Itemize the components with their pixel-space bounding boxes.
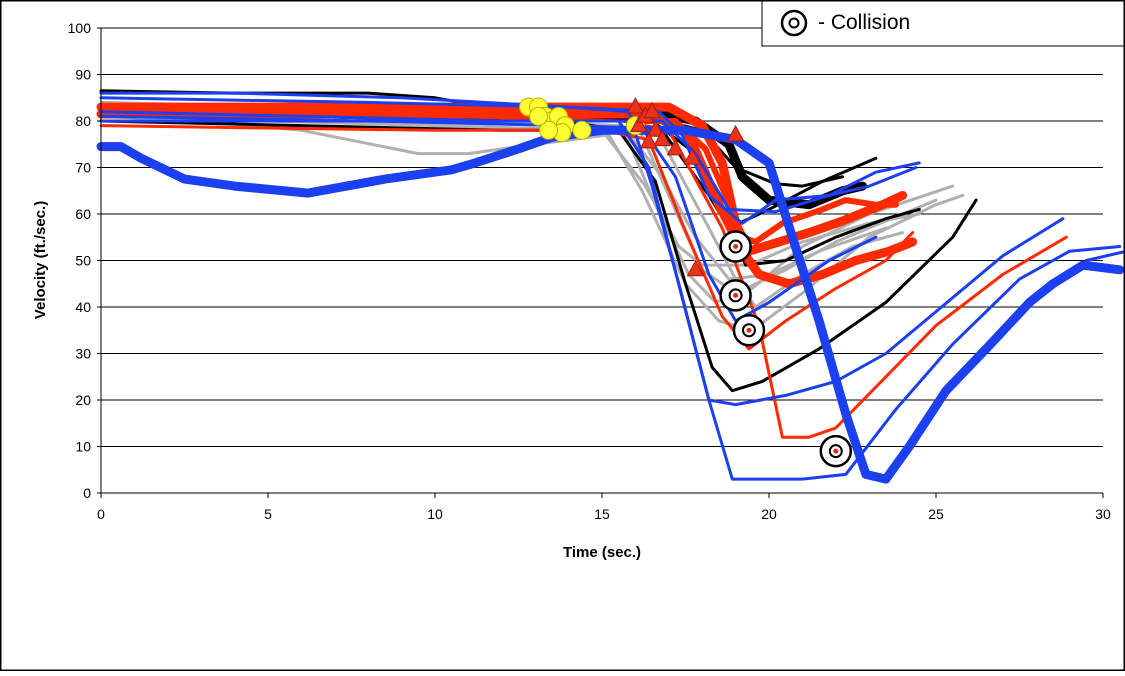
series-line-blue-16 — [99, 91, 1122, 481]
triangle-marker — [639, 131, 658, 149]
y-tick-label: 80 — [75, 113, 91, 129]
series-line-blue-22 — [1084, 249, 1125, 262]
triangle-marker — [666, 138, 685, 156]
y-tick-label: 10 — [75, 439, 91, 455]
series-line-red-11 — [99, 124, 915, 351]
triangle-marker — [683, 148, 702, 165]
triangle-marker — [629, 115, 648, 133]
x-tick-label: 10 — [427, 506, 443, 522]
collision-marker — [719, 279, 752, 312]
series-line-blue-18 — [99, 119, 878, 323]
triangle-marker — [726, 124, 745, 142]
collision-marker — [819, 434, 853, 468]
triangle-marker — [646, 120, 665, 137]
series-line-black-6 — [99, 89, 978, 393]
x-tick-label: 25 — [928, 506, 944, 522]
y-tick-label: 0 — [83, 485, 91, 501]
x-tick-label: 5 — [264, 506, 272, 522]
yellow-decision-marker — [529, 106, 549, 126]
y-tick-label: 100 — [68, 20, 92, 36]
yellow-decision-marker — [539, 120, 559, 140]
series-line-red-15 — [632, 118, 899, 245]
series-line-blue-20 — [99, 114, 918, 214]
collision-marker — [732, 314, 766, 347]
legend: - Collision — [761, 0, 1125, 47]
y-tick-label: 60 — [75, 206, 91, 222]
legend-box — [761, 0, 1125, 47]
x-tick-label: 0 — [97, 506, 105, 522]
collision-legend-icon — [780, 9, 808, 37]
series-line-gray-0 — [99, 114, 965, 332]
x-tick-label: 15 — [594, 506, 610, 522]
yellow-decision-marker — [572, 120, 592, 140]
y-tick-label: 20 — [75, 392, 91, 408]
triangle-marker — [653, 129, 671, 147]
triangle-marker — [643, 101, 661, 119]
legend-label-collision: - Collision — [818, 11, 910, 34]
y-tick-label: 70 — [75, 160, 91, 176]
x-tick-label: 20 — [761, 506, 777, 522]
collision-marker — [719, 230, 752, 263]
y-axis-label: Velocity (ft./sec.) — [32, 201, 49, 319]
triangle-marker — [626, 96, 645, 114]
tick-labels: 0 10 20 30 40 50 60 70 80 90 100 0 5 10 15 20 25 30 — [68, 20, 1111, 522]
y-tick-label: 50 — [75, 253, 91, 269]
y-tick-label: 90 — [75, 67, 91, 83]
y-tick-label: 30 — [75, 346, 91, 362]
triangle-marker — [686, 259, 705, 277]
x-axis-label: Time (sec.) — [563, 544, 641, 561]
x-tick-label: 30 — [1095, 506, 1111, 522]
series-line-blue-19 — [99, 96, 921, 225]
y-tick-label: 40 — [75, 299, 91, 315]
markers — [519, 96, 853, 468]
series-line-gray-3 — [99, 119, 921, 267]
